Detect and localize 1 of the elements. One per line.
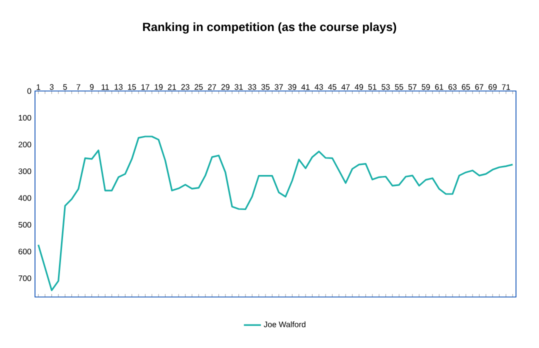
chart-title: Ranking in competition (as the course plays) (143, 22, 396, 34)
